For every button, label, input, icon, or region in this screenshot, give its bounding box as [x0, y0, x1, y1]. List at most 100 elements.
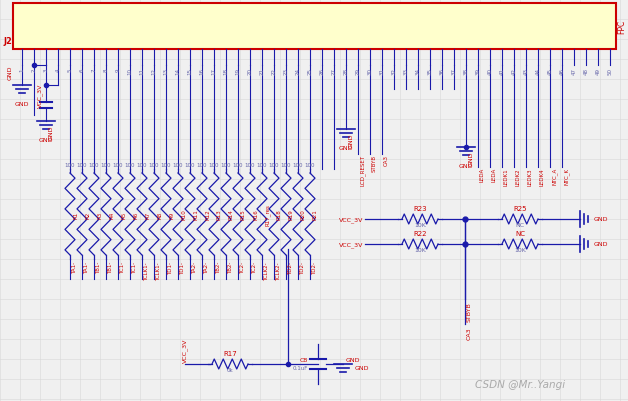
Text: 1: 1 [19, 68, 24, 71]
Text: R3: R3 [97, 211, 102, 218]
Text: GND: GND [594, 217, 609, 222]
Text: 100: 100 [77, 162, 87, 168]
Text: FPC: FPC [617, 20, 626, 34]
Bar [13, 4, 616, 50]
Text: R22: R22 [413, 231, 427, 237]
Text: 9: 9 [116, 68, 121, 71]
Text: LEDK4: LEDK4 [540, 168, 545, 185]
Text: 35: 35 [428, 68, 433, 75]
Text: 100: 100 [137, 162, 147, 168]
Text: 50: 50 [607, 68, 612, 75]
Text: R11: R11 [193, 209, 198, 220]
Text: 10: 10 [127, 68, 133, 75]
Text: LEDK3: LEDK3 [528, 168, 533, 185]
Text: 43: 43 [524, 68, 529, 75]
Text: 14: 14 [175, 68, 180, 75]
Text: TCLK2-: TCLK2- [276, 261, 281, 280]
Text: TD2-: TD2- [300, 261, 305, 274]
Text: 23: 23 [283, 68, 288, 75]
Text: LCD_RESET: LCD_RESET [360, 155, 365, 186]
Text: 39: 39 [475, 68, 480, 75]
Text: 100: 100 [173, 162, 183, 168]
Text: 100: 100 [269, 162, 279, 168]
Text: TC2-: TC2- [252, 261, 257, 273]
Text: 11: 11 [139, 68, 144, 75]
Text: 24: 24 [296, 68, 301, 75]
Text: 37: 37 [452, 68, 457, 75]
Text: GND: GND [355, 366, 369, 371]
Text: R16: R16 [253, 209, 258, 220]
Text: R4: R4 [109, 211, 114, 218]
Text: R19: R19 [289, 209, 294, 220]
Text: 100: 100 [221, 162, 231, 168]
Text: 5: 5 [67, 68, 72, 71]
Text: 10K: 10K [414, 223, 426, 227]
Text: CSDN @Mr..Yangi: CSDN @Mr..Yangi [475, 379, 565, 389]
Text: R17: R17 [223, 350, 237, 356]
Text: NTC_K: NTC_K [564, 168, 570, 184]
Text: TB2-: TB2- [216, 261, 221, 274]
Text: 100: 100 [100, 162, 111, 168]
Text: 26: 26 [320, 68, 325, 75]
Text: VCC_3V: VCC_3V [338, 241, 363, 247]
Text: TC1-: TC1- [120, 261, 125, 273]
Text: LEDK1: LEDK1 [504, 168, 509, 185]
Text: 3: 3 [43, 68, 48, 71]
Text: GND: GND [346, 357, 360, 362]
Text: LEDA: LEDA [480, 168, 485, 182]
Text: 4: 4 [55, 68, 60, 71]
Text: 47: 47 [571, 68, 577, 75]
Text: 0.1uF: 0.1uF [293, 366, 308, 371]
Text: 100: 100 [257, 162, 268, 168]
Text: GND: GND [349, 134, 354, 148]
Text: VCC_3V: VCC_3V [338, 217, 363, 222]
Text: R13: R13 [217, 209, 222, 220]
Text: 2: 2 [31, 68, 36, 71]
Text: TD2-: TD2- [288, 261, 293, 274]
Text: R1: R1 [73, 211, 78, 218]
Text: TCLK2-: TCLK2- [264, 261, 269, 280]
Text: R17_res: R17_res [265, 204, 271, 225]
Text: R25: R25 [513, 205, 527, 211]
Text: GND: GND [14, 102, 30, 107]
Text: 13: 13 [163, 68, 168, 75]
Text: GND: GND [458, 164, 474, 168]
Text: GND: GND [594, 242, 609, 247]
Text: NC: NC [516, 223, 524, 227]
Text: 12: 12 [151, 68, 156, 75]
Text: VCC_3V: VCC_3V [37, 83, 43, 108]
Text: 29: 29 [355, 68, 360, 75]
Text: GND: GND [338, 146, 353, 151]
Text: 100: 100 [197, 162, 207, 168]
Text: 0k: 0k [227, 367, 234, 372]
Text: 100: 100 [89, 162, 99, 168]
Text: 36: 36 [440, 68, 445, 75]
Text: 40: 40 [487, 68, 492, 75]
Text: 41: 41 [499, 68, 504, 75]
Text: TC2-: TC2- [240, 261, 245, 273]
Text: GND: GND [39, 138, 53, 143]
Text: 6: 6 [80, 68, 85, 71]
Text: TA1-: TA1- [72, 261, 77, 273]
Text: 25: 25 [308, 68, 313, 75]
Text: R7: R7 [145, 211, 150, 218]
Text: 15: 15 [188, 68, 193, 75]
Text: 10K: 10K [414, 247, 426, 252]
Text: TD1-: TD1- [180, 261, 185, 274]
Text: 100: 100 [293, 162, 303, 168]
Text: TD2-: TD2- [312, 261, 317, 274]
Text: CA3: CA3 [467, 326, 472, 339]
Text: TB2-: TB2- [228, 261, 233, 274]
Text: 38: 38 [463, 68, 468, 75]
Text: STBYB: STBYB [467, 301, 472, 321]
Text: 100: 100 [113, 162, 123, 168]
Text: TA2-: TA2- [204, 261, 209, 273]
Text: 8: 8 [104, 68, 109, 71]
Text: R12: R12 [205, 209, 210, 220]
Text: LEDA: LEDA [492, 168, 497, 182]
Text: 28: 28 [344, 68, 349, 75]
Text: R23: R23 [413, 205, 427, 211]
Text: CA3: CA3 [384, 155, 389, 166]
Text: TC1-: TC1- [132, 261, 137, 273]
Text: 42: 42 [511, 68, 516, 75]
